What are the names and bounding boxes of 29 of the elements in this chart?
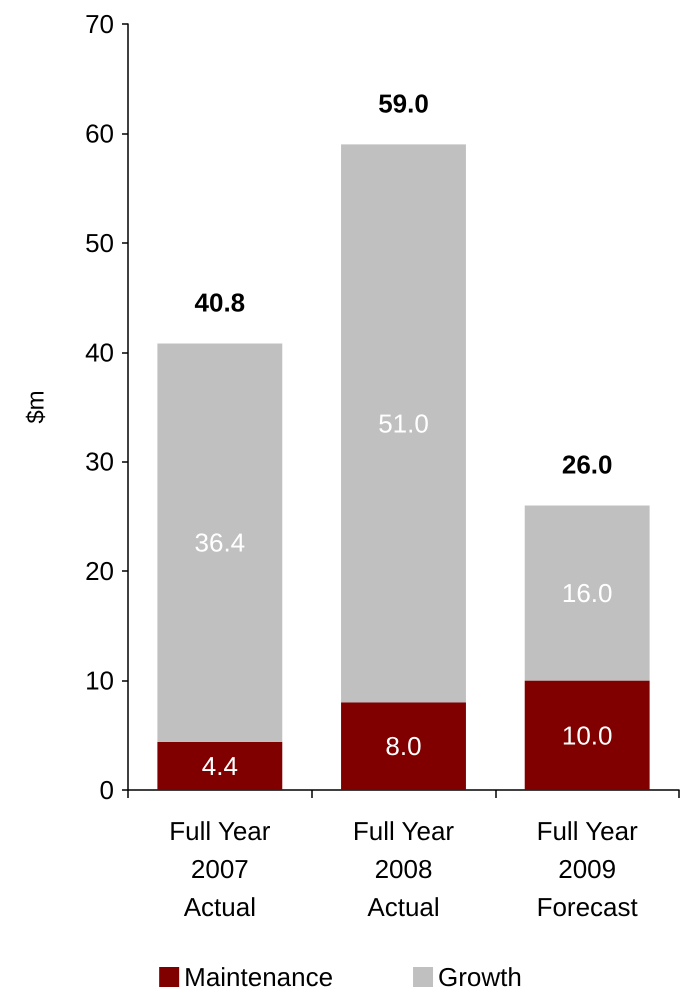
x-tick-label: Full Year 2008 Actual <box>352 816 454 922</box>
bar <box>524 505 650 681</box>
total-label: 26.0 <box>562 449 612 480</box>
y-tick-label: 50 <box>85 228 114 258</box>
y-tick-label: 30 <box>85 446 114 477</box>
total-label: 59.0 <box>378 88 429 118</box>
bar <box>341 144 466 702</box>
text: 36.4 <box>194 528 246 558</box>
x-tick-label: Full Year 2007 Actual <box>169 816 271 922</box>
y-axis-title: $m <box>22 390 50 424</box>
text: 10.0 <box>562 720 612 750</box>
y-tick-label: 10 <box>85 666 114 696</box>
bar <box>157 742 282 790</box>
bar <box>524 680 650 790</box>
legend-label: Maintenance <box>184 962 334 992</box>
text: 16.0 <box>562 578 612 608</box>
x-tick-label: Full Year 2009 Forecast <box>536 816 639 922</box>
bar <box>157 344 282 742</box>
text: 4.4 <box>202 750 238 781</box>
y-tick-label: 20 <box>85 556 114 586</box>
text: 51.0 <box>378 408 429 438</box>
total-label: 40.8 <box>194 288 246 318</box>
bar <box>341 702 466 790</box>
y-tick-label: 40 <box>85 337 114 368</box>
text: 8.0 <box>385 731 422 762</box>
y-tick-label: 60 <box>85 118 114 148</box>
y-tick-label: 0 <box>100 775 114 805</box>
legend-label: Growth <box>438 962 522 992</box>
y-tick-label: 70 <box>85 9 114 39</box>
